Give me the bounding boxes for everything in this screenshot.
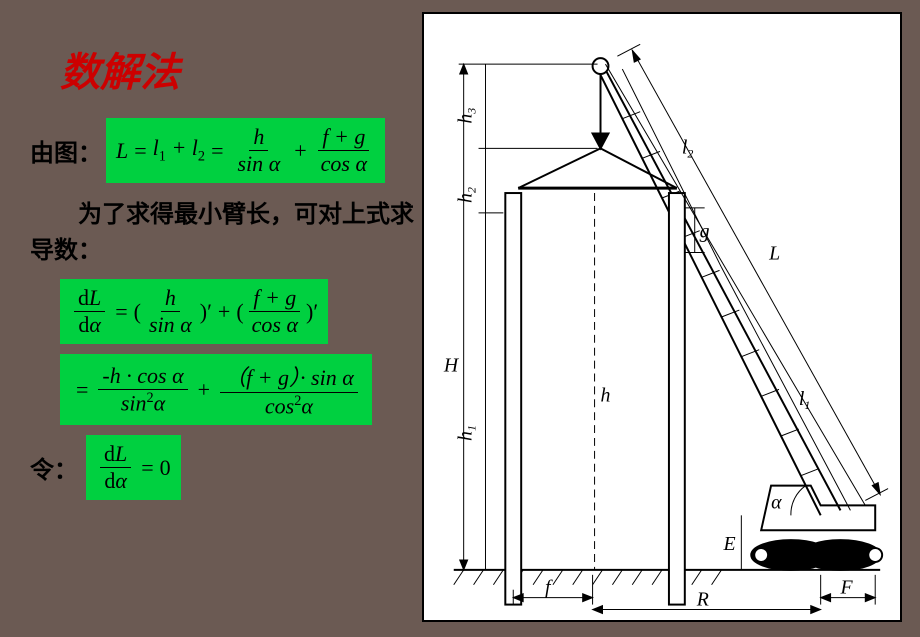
eq-op: = [76,377,88,403]
eq2-t2-num: f + g [249,285,300,312]
ling-label: 令： [30,450,78,485]
label-L: L [768,242,780,264]
equation-1: L = l1 + l2 = h sin α + f + g cos α [106,118,385,183]
slide-title: 数解法 [60,40,430,98]
eq2-lhs-den: dα [74,312,105,338]
label-H: H [443,355,460,377]
label-g: g [700,221,710,243]
paragraph-1: 为了求得最小臂长，可对上式求导数： [30,197,420,269]
eq4-lhs-num: dL [100,441,131,468]
label-l1: l1 [799,388,810,412]
equation-2-block: dL dα = ( h sin α )′ + ( f + g cos α )′ [60,279,430,344]
eq1-t2-den: cos α [317,151,371,177]
dim-E: E [722,515,741,570]
eq1-t1-den: sin α [234,151,285,177]
eq4-lhs-den: dα [100,468,131,494]
label-alpha: α [771,491,782,513]
eq3-t1-den: sin2α [117,390,169,416]
equation-2: dL dα = ( h sin α )′ + ( f + g cos α )′ [60,279,328,344]
eq-op: = [134,138,146,164]
equation-3: = -h · cos α sin2α + （f + g）· sin α cos2… [60,354,372,425]
intro-label: 由图： [30,133,102,168]
label-l2: l2 [682,136,694,160]
label-h3: h3 [455,108,479,124]
hook-block [593,134,609,149]
eq1-lhs: L [116,138,128,164]
eq1-frac1: h sin α [234,124,285,177]
dim-L: L [617,44,888,500]
lparen: ( [236,299,243,325]
column-right [669,193,685,605]
eq-op: + [198,377,210,403]
eq-op: = [211,138,223,164]
eq3-frac2: （f + g）· sin α cos2α [220,360,358,419]
eq1-t2-num: f + g [318,124,369,151]
dim-l1: l1 [722,267,851,510]
eq2-lhs: dL dα [74,285,105,338]
eq4-rhs: 0 [160,455,171,481]
eq3-t2-den: cos2α [261,393,317,419]
angle-alpha: α [771,486,806,516]
eq1-mid: l1 + l2 [153,135,205,165]
dim-g: g [685,208,710,253]
eq-op: = [115,299,127,325]
eq2-frac1: h sin α [145,285,196,338]
eq2-lhs-num: dL [74,285,105,312]
ling-row: 令： dL dα = 0 [30,435,430,500]
eq3-frac1: -h · cos α sin2α [98,363,187,416]
eq1-t1-num: h [249,124,268,151]
diagram-panel: L l1 l2 h [422,12,902,622]
rparen-prime: )′ [200,299,212,325]
eq-op: + [294,138,306,164]
label-h: h [601,384,611,406]
vertical-dims: h H h1 h2 h3 [443,64,611,570]
eq4-lhs: dL dα [100,441,131,494]
equation-4: dL dα = 0 [86,435,181,500]
eq-op: + [218,299,230,325]
sling-left [518,148,600,188]
rparen-prime: )′ [306,299,318,325]
lparen: ( [134,299,141,325]
eq3-t1-num: -h · cos α [98,363,187,390]
eq3-t2-num: （f + g）· sin α [220,360,358,393]
back-cable [605,64,865,505]
left-column: 数解法 由图： L = l1 + l2 = h sin α + f + g co… [30,40,430,500]
eq2-t1-num: h [161,285,180,312]
label-E: E [722,533,735,555]
eq2-t2-den: cos α [248,312,302,338]
label-F: F [840,577,854,599]
eq2-frac2: f + g cos α [248,285,302,338]
label-f: f [545,577,553,599]
label-h1: h1 [455,425,479,441]
slide-root: 数解法 由图： L = l1 + l2 = h sin α + f + g co… [0,0,920,637]
boom [593,58,841,515]
column-left [505,193,521,605]
label-h2: h2 [455,187,479,203]
intro-row: 由图： L = l1 + l2 = h sin α + f + g cos α [30,118,430,183]
eq1-frac2: f + g cos α [317,124,371,177]
eq-op: = [141,455,153,481]
equation-3-block: = -h · cos α sin2α + （f + g）· sin α cos2… [60,354,430,425]
crane-diagram: L l1 l2 h [424,14,900,620]
label-R: R [696,589,709,611]
eq2-t1-den: sin α [145,312,196,338]
